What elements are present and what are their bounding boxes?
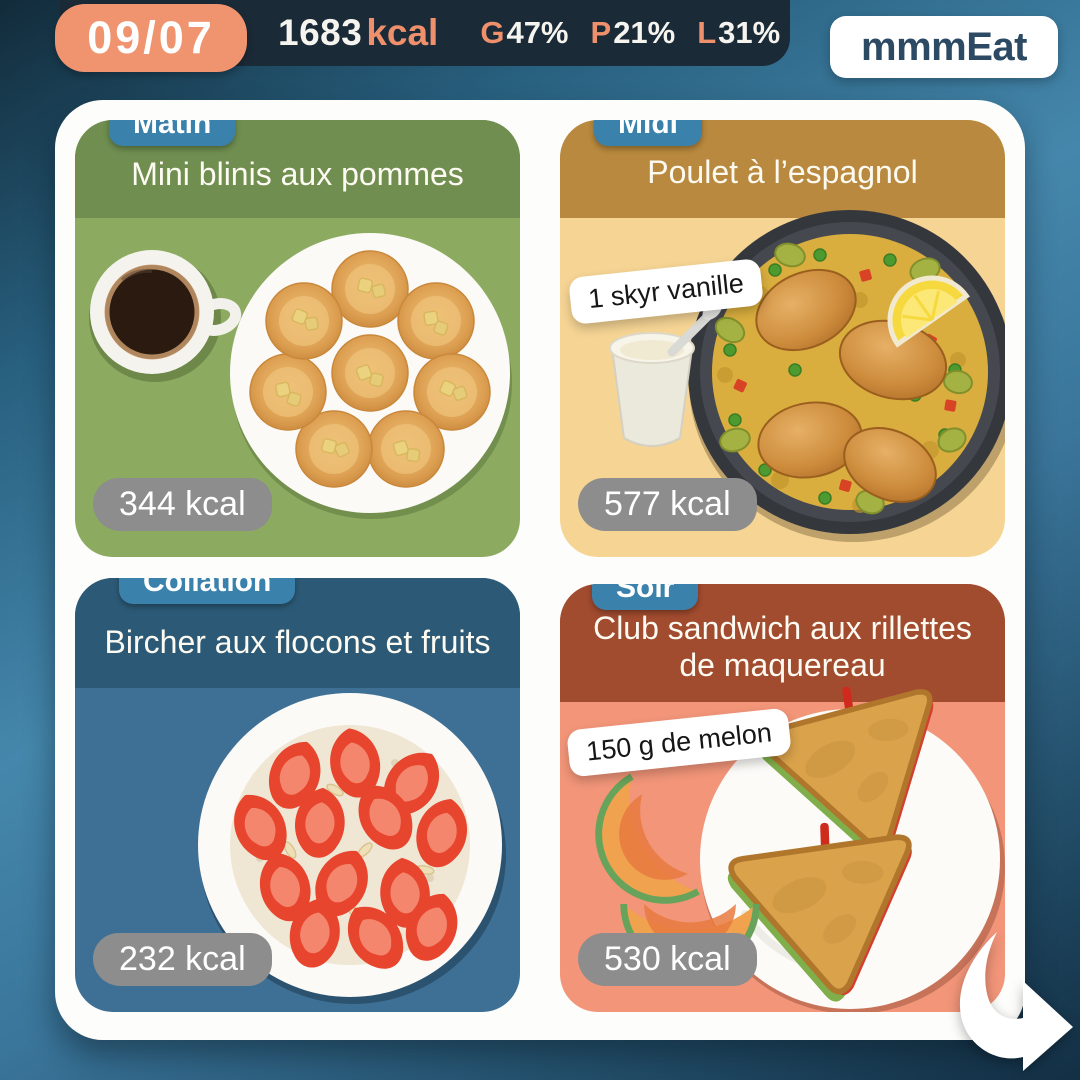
total-calories: 1683 kcal	[278, 12, 438, 54]
macro-lipides-value: 31%	[718, 15, 781, 50]
yogurt-pot-icon	[609, 302, 722, 447]
midi-title: Poulet à l’espagnol	[647, 154, 918, 190]
chicken-pan-illustration	[609, 210, 1005, 542]
collation-title: Bircher aux flocons et fruits	[104, 624, 491, 660]
matin-kcal-badge: 344 kcal	[93, 478, 272, 531]
total-calories-value: 1683	[278, 12, 363, 53]
macro-lipides-letter: L	[697, 15, 717, 50]
meal-card-midi: Poulet à l’espagnol	[560, 120, 1005, 557]
soir-badge: Soir	[592, 584, 699, 610]
bircher-bowl-illustration	[198, 693, 506, 1004]
macro-glucides-letter: G	[480, 15, 505, 50]
macro-proteines-value: 21%	[613, 15, 676, 50]
macro-glucides: G 47%	[480, 15, 568, 51]
collation-badge: Collation	[119, 578, 296, 604]
matin-badge: Matin	[109, 120, 236, 146]
total-calories-unit: kcal	[366, 12, 439, 53]
macro-breakdown: G 47% P 21% L 31%	[480, 15, 780, 51]
blinis-coffee-illustration	[89, 233, 512, 519]
club-sandwich-illustration	[595, 584, 1005, 1012]
next-page-arrow-icon[interactable]	[945, 928, 1075, 1076]
macro-lipides: L 31%	[697, 15, 780, 51]
date-badge: 09/07	[55, 4, 247, 72]
soir-kcal-badge: 530 kcal	[578, 933, 757, 986]
meal-card-matin: Mini blinis aux pommes	[75, 120, 520, 557]
meal-grid-frame: Mini blinis aux pommes	[55, 100, 1025, 1040]
soir-title: Club sandwich aux rillettes de maquereau	[593, 610, 972, 684]
app-logo[interactable]: mmmEat	[830, 16, 1058, 78]
midi-kcal-badge: 577 kcal	[578, 478, 757, 531]
macro-glucides-value: 47%	[506, 15, 569, 50]
macro-proteines-letter: P	[590, 15, 612, 50]
collation-kcal-badge: 232 kcal	[93, 933, 272, 986]
midi-badge: Midi	[594, 120, 702, 146]
coffee-cup-icon	[89, 250, 242, 382]
meal-card-collation: Bircher aux flocons et fruits	[75, 578, 520, 1012]
macro-proteines: P 21%	[591, 15, 676, 51]
meal-card-soir: Club sandwich aux rillettes de maquereau	[560, 584, 1005, 1012]
matin-title: Mini blinis aux pommes	[131, 156, 464, 192]
